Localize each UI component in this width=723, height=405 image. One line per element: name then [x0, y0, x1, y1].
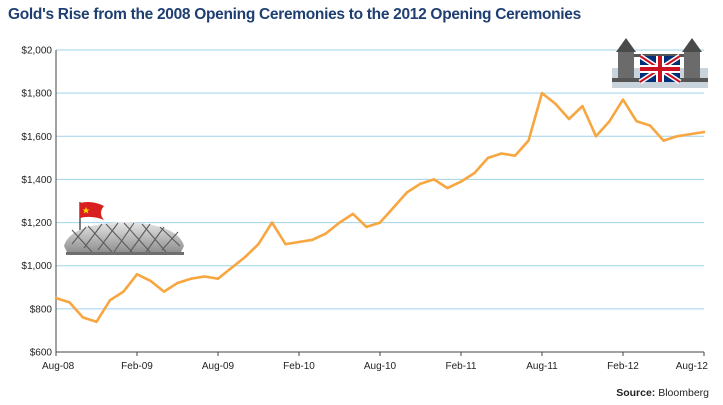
data-point: [284, 242, 287, 246]
data-point: [459, 180, 463, 183]
data-point: [189, 277, 193, 280]
data-point: [297, 240, 301, 244]
x-tick-label: Aug-08: [42, 361, 75, 372]
data-point: [311, 238, 314, 241]
data-point: [149, 279, 152, 282]
data-point: [351, 212, 355, 216]
data-point: [243, 255, 247, 259]
data-point: [230, 266, 233, 270]
x-tick-label: Aug-10: [364, 361, 397, 372]
data-point: [635, 120, 638, 123]
series-group: [54, 91, 706, 324]
data-point: [324, 232, 328, 235]
x-tick-label: Aug-12: [676, 361, 709, 372]
data-point: [513, 154, 517, 157]
y-tick-label: $1,800: [21, 89, 52, 100]
data-point: [527, 139, 530, 142]
data-point: [689, 132, 692, 136]
data-point: [338, 221, 341, 224]
y-tick-label: $600: [30, 348, 53, 359]
data-point: [54, 296, 58, 300]
y-tick-label: $1,000: [21, 261, 52, 272]
data-point: [432, 178, 436, 181]
data-point: [554, 102, 557, 106]
y-tick-label: $1,600: [21, 132, 52, 143]
tower-bridge-uk-flag-icon: [612, 38, 708, 88]
data-point: [203, 275, 206, 278]
y-tick-label: $800: [30, 304, 53, 315]
data-point: [135, 273, 139, 276]
source-label: Source:: [616, 387, 656, 399]
data-point: [392, 206, 395, 209]
data-point: [365, 225, 368, 229]
data-point: [486, 156, 490, 160]
data-point: [216, 277, 220, 280]
data-point: [675, 135, 679, 138]
data-point: [419, 182, 422, 185]
x-tick-label: Feb-12: [607, 361, 639, 372]
data-point: [581, 104, 584, 108]
data-point: [608, 120, 611, 123]
data-point: [540, 91, 544, 95]
data-point: [108, 299, 112, 302]
data-point: [162, 290, 166, 293]
x-axis-tick-labels: Aug-08 Feb-09 Aug-09 Feb-10 Aug-10 Feb-11 Aug-…: [42, 361, 708, 372]
x-tick-label: Feb-10: [283, 361, 315, 372]
x-axis: [55, 50, 705, 356]
data-point: [702, 130, 706, 134]
series-line: [54, 91, 706, 324]
data-point: [176, 281, 179, 285]
chart-title: Gold's Rise from the 2008 Opening Ceremo…: [8, 6, 581, 23]
data-point: [270, 221, 274, 224]
data-point: [648, 124, 652, 127]
data-point: [378, 221, 382, 224]
data-point: [594, 135, 598, 138]
x-tick-label: Aug-11: [526, 361, 558, 372]
y-tick-label: $1,400: [21, 175, 52, 186]
data-point: [122, 290, 125, 293]
data-point: [662, 139, 665, 142]
data-point: [567, 117, 571, 121]
x-tick-label: Aug-09: [202, 361, 235, 372]
x-tick-label: Feb-09: [121, 361, 153, 372]
data-point: [446, 186, 449, 190]
y-tick-label: $2,000: [21, 46, 52, 57]
grid-lines: [56, 49, 704, 310]
data-point: [257, 242, 260, 246]
data-point: [473, 171, 476, 175]
data-point: [95, 320, 98, 323]
data-point: [81, 316, 85, 319]
beijing-stadium-china-flag-icon: [64, 202, 184, 255]
x-tick-label: Feb-11: [446, 361, 477, 372]
source-value: Bloomberg: [658, 387, 709, 399]
data-point: [621, 98, 625, 101]
data-point: [500, 152, 503, 155]
source-note: Source: Bloomberg: [616, 387, 709, 399]
data-point: [68, 301, 71, 304]
y-tick-label: $1,200: [21, 218, 52, 229]
data-point: [405, 191, 409, 194]
y-axis-tick-labels: $600 $800 $1,000 $1,200 $1,400 $1,600 $1,800 $2…: [21, 46, 52, 359]
